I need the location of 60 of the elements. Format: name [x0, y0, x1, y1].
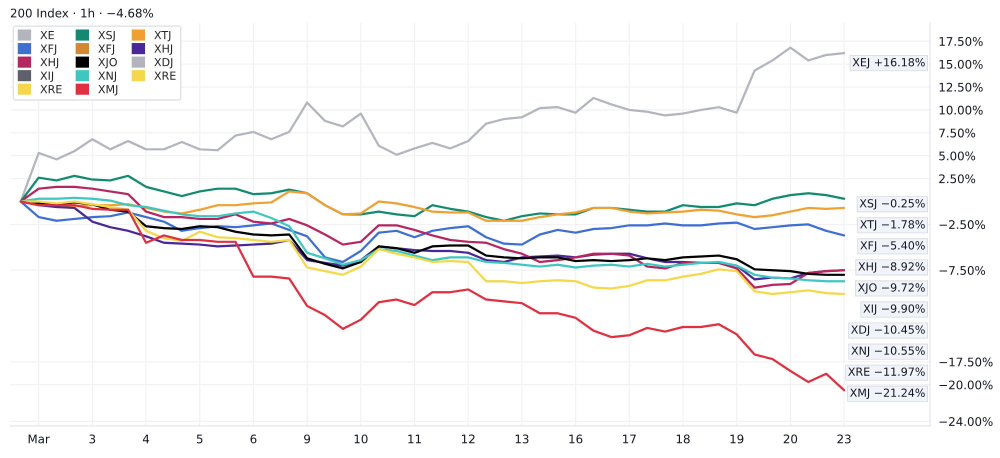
legend-label: XMJ: [98, 85, 118, 96]
legend-label: XFJ: [40, 44, 56, 55]
x-tick-label: 3: [89, 434, 96, 444]
text: XFJ −5.40%: [860, 241, 925, 252]
y-tick-label: −20.00%: [940, 380, 993, 390]
annotation: XMJ −21.24%: [850, 388, 925, 399]
y-tick-label: 10.00%: [940, 106, 983, 115]
x-tick-label: 19: [730, 434, 744, 444]
x-tick-label: 13: [516, 434, 528, 444]
legend-label: XTJ: [154, 31, 170, 42]
line-series: [20, 186, 846, 289]
y-tick-label: 5.00%: [939, 151, 976, 160]
y-tick-label: −17.50%: [940, 358, 993, 366]
y-tick-label: 2.50%: [939, 174, 976, 184]
legend-label: XRE: [154, 72, 176, 80]
legend-label: XNJ: [98, 72, 116, 82]
y-tick-label: 15.00%: [940, 60, 983, 69]
y-tick-label: −2.50%: [940, 220, 986, 230]
legend-label: XE: [40, 31, 54, 40]
annotation: XNJ −10.55%: [851, 346, 925, 357]
x-tick-label: 5: [196, 434, 202, 444]
legend-label: XRE: [40, 85, 62, 94]
text: XIJ −9.90%: [863, 304, 925, 315]
text: XJO −9.72%: [858, 283, 925, 294]
text: XSJ −0.25%: [860, 199, 925, 210]
text: XTJ −1.78%: [860, 220, 925, 231]
legend-label: XHJ: [40, 58, 58, 68]
x-tick-label: 18: [676, 434, 690, 444]
y-tick-label: 17.50%: [940, 36, 983, 46]
line-series: [20, 200, 846, 296]
line-series: [20, 200, 846, 264]
x-tick-label: Mar: [28, 434, 50, 444]
x-tick-label: 16: [569, 434, 582, 444]
x-tick-label: 17: [623, 434, 636, 444]
y-tick-label: 12.50%: [940, 82, 983, 92]
legend-label: XHJ: [154, 44, 172, 55]
x-tick-label: 12: [462, 434, 475, 444]
legend-label: XFJ: [98, 44, 114, 55]
x-tick-label: 10: [354, 434, 368, 444]
line-series: [20, 200, 846, 392]
legend-label: XIJ: [40, 72, 54, 82]
legend-label: XSJ: [98, 30, 115, 42]
line-series: [20, 174, 846, 222]
legend-label: XJO: [98, 58, 117, 68]
line-series: [20, 46, 846, 203]
annotation: XDJ −10.45%: [851, 325, 925, 336]
annotation: XEJ +16.18%: [852, 58, 925, 68]
x-tick-label: 11: [408, 434, 421, 444]
x-tick-label: 4: [142, 434, 150, 444]
x-tick-label: 20: [784, 434, 798, 444]
text: XHJ −8.92%: [858, 262, 925, 273]
y-tick-label: −24.00%: [940, 417, 993, 426]
x-tick-label: 9: [304, 434, 310, 444]
annotation: XRE −11.97%: [848, 367, 925, 376]
y-tick-label: −7.50%: [940, 266, 986, 275]
x-tick-label: 23: [837, 434, 851, 444]
legend-label: XDJ: [154, 58, 172, 68]
x-tick-label: 6: [250, 434, 256, 444]
y-tick-label: 7.50%: [939, 128, 976, 138]
chart-title: 200 Index · 1h · −4.68%: [10, 8, 154, 18]
